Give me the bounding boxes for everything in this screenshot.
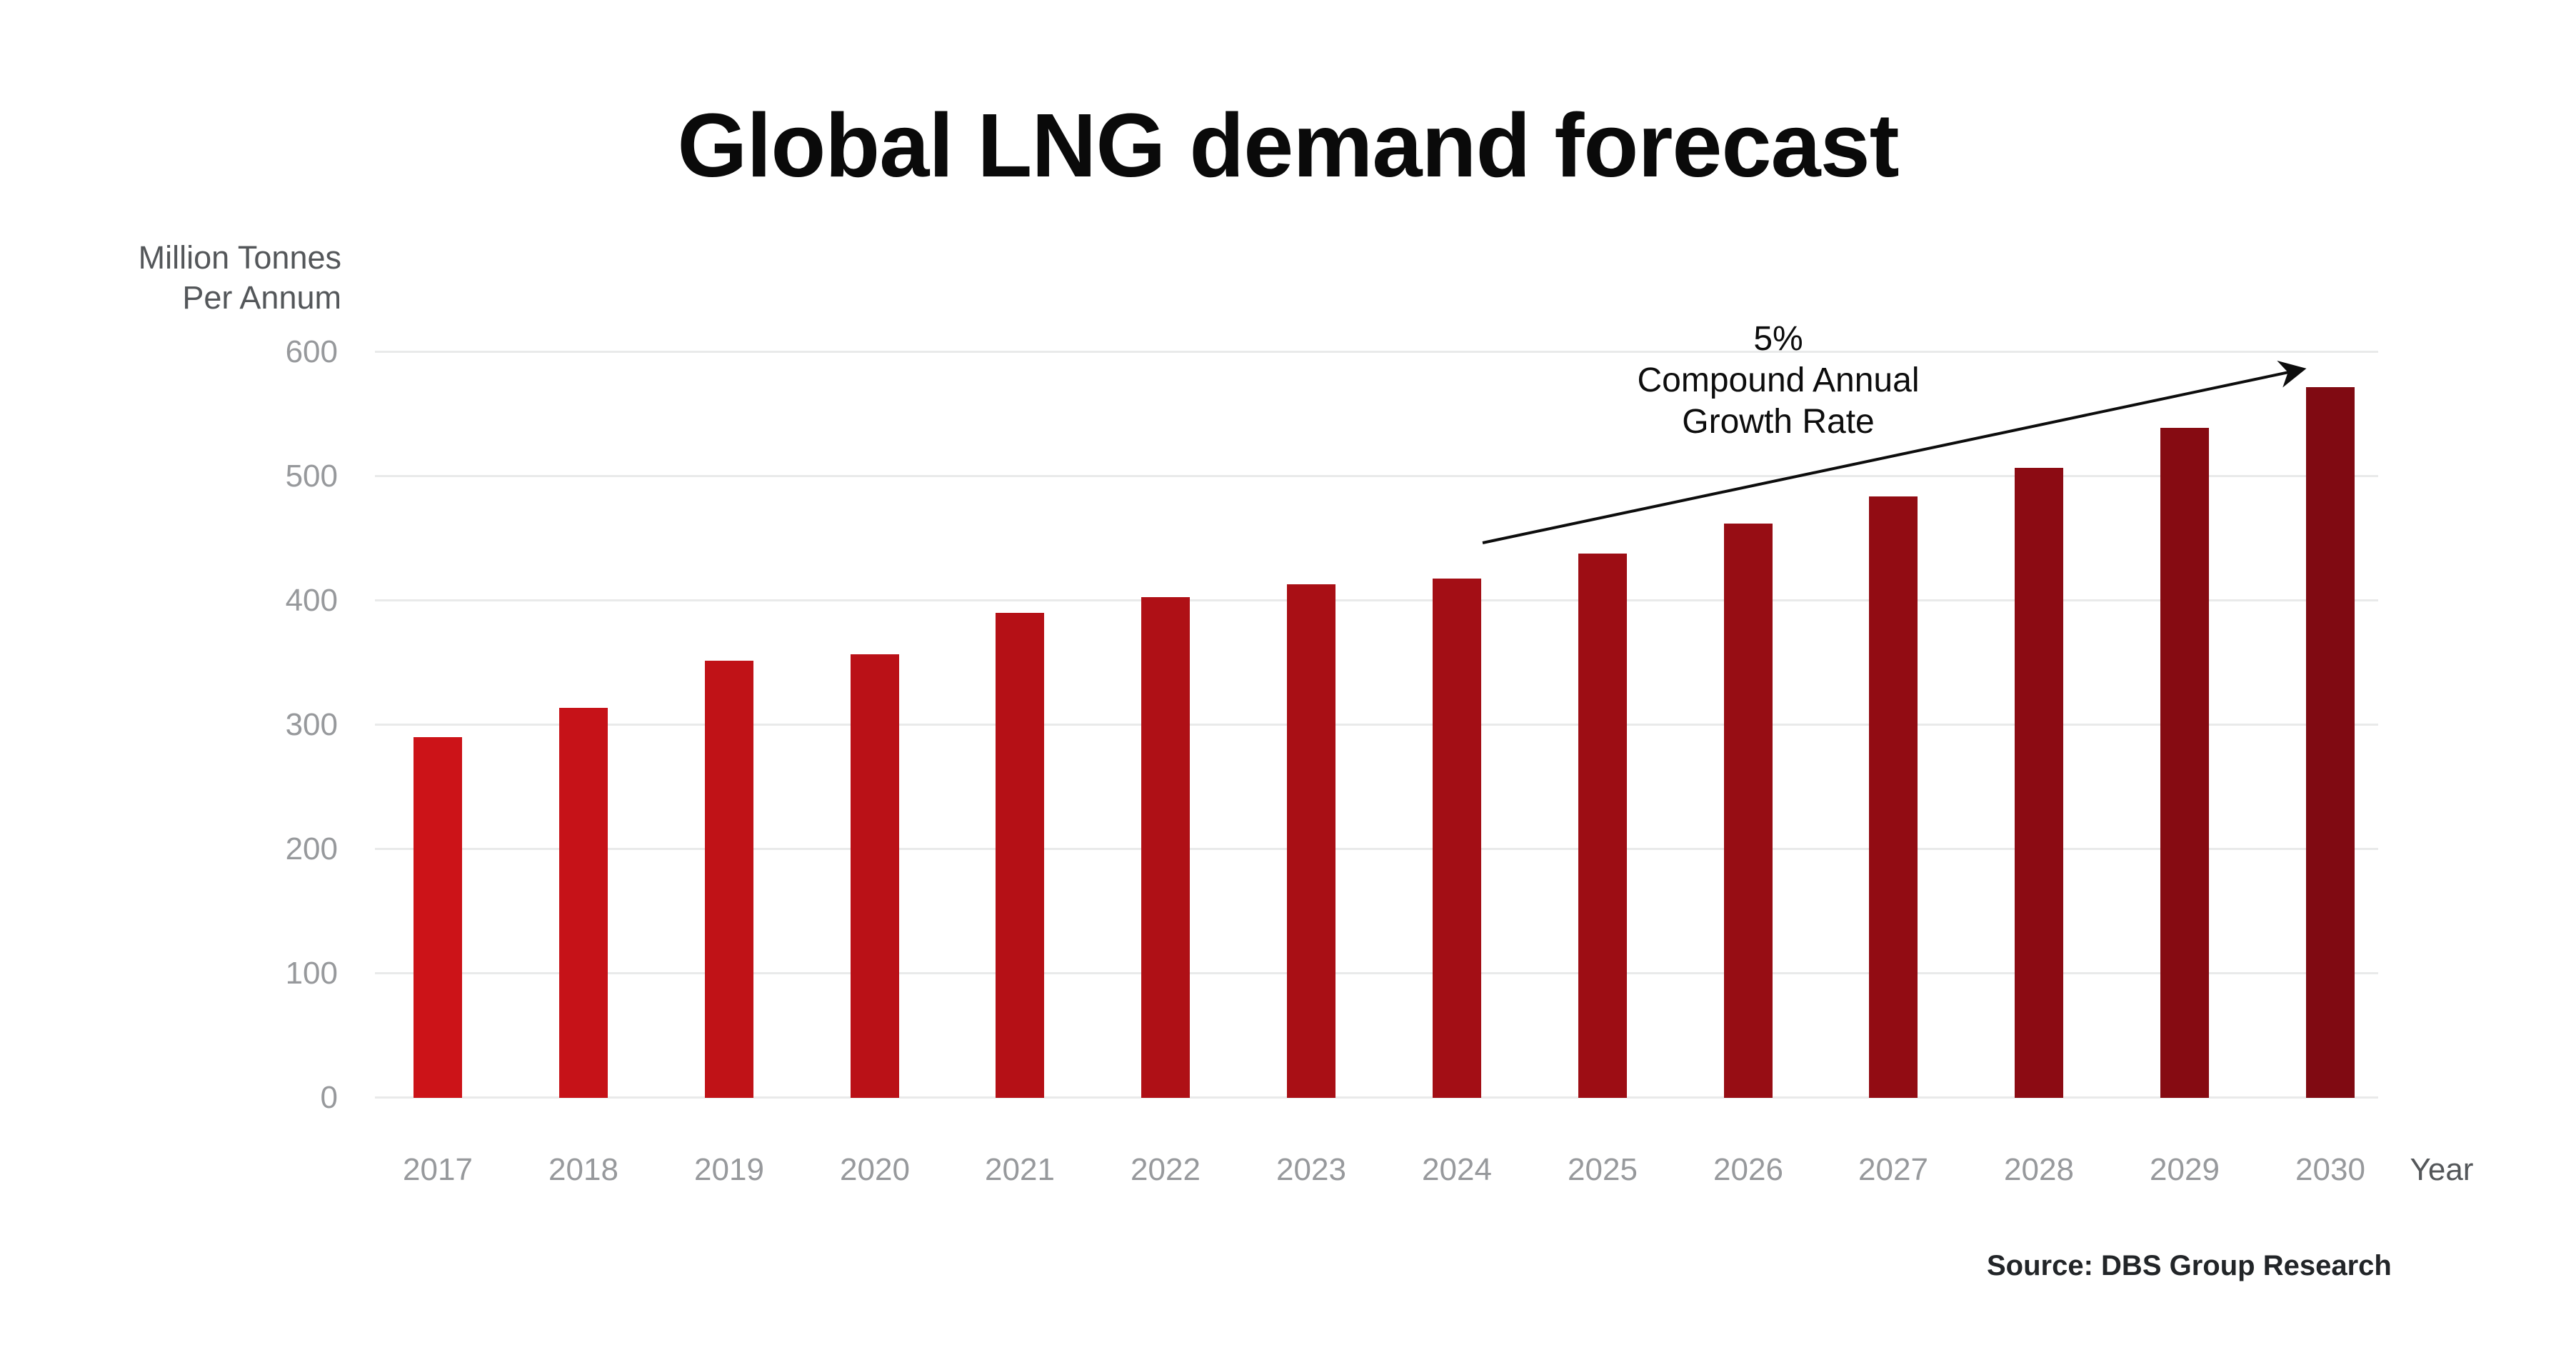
grid-line-200 [375, 848, 2378, 850]
chart-title: Global LNG demand forecast [677, 95, 1899, 196]
x-label-2020: 2020 [840, 1152, 910, 1187]
bar-2020 [851, 654, 899, 1098]
grid-line-100 [375, 972, 2378, 974]
cagr-annotation-line-2: Compound Annual [1637, 361, 1920, 399]
grid-line-600 [375, 351, 2378, 353]
x-label-2030: 2030 [2295, 1152, 2365, 1187]
y-tick-label-200: 200 [285, 831, 338, 866]
x-label-2019: 2019 [694, 1152, 764, 1187]
x-label-2028: 2028 [2004, 1152, 2074, 1187]
bar-2025 [1578, 554, 1627, 1098]
x-label-2018: 2018 [548, 1152, 618, 1187]
cagr-annotation-line-3: Growth Rate [1682, 403, 1875, 441]
source-credit: Source: DBS Group Research [1987, 1250, 2392, 1281]
x-label-2023: 2023 [1276, 1152, 1346, 1187]
y-tick-label-500: 500 [285, 459, 338, 494]
cagr-annotation: 5% Compound Annual Growth Rate [1564, 319, 1993, 443]
bar-2018 [559, 708, 608, 1098]
y-axis-unit-line-1: Million Tonnes [138, 239, 341, 276]
bar-2024 [1433, 579, 1481, 1098]
y-axis-unit-line-2: Per Annum [182, 279, 341, 316]
grid-line-0 [375, 1096, 2378, 1099]
y-tick-label-300: 300 [285, 707, 338, 742]
x-label-2022: 2022 [1131, 1152, 1201, 1187]
bar-2021 [996, 613, 1044, 1098]
x-label-2017: 2017 [403, 1152, 473, 1187]
x-label-2021: 2021 [985, 1152, 1055, 1187]
x-label-2026: 2026 [1713, 1152, 1783, 1187]
y-axis-unit-label: Million Tonnes Per Annum [0, 238, 341, 318]
cagr-annotation-line-1: 5% [1753, 320, 1803, 358]
x-label-2029: 2029 [2150, 1152, 2220, 1187]
bar-2026 [1724, 524, 1773, 1098]
bar-2028 [2015, 468, 2063, 1098]
grid-line-300 [375, 724, 2378, 726]
grid-line-500 [375, 475, 2378, 477]
bar-2029 [2160, 428, 2209, 1098]
x-axis-title: Year [2410, 1152, 2474, 1187]
x-label-2025: 2025 [1568, 1152, 1638, 1187]
bar-2017 [414, 737, 462, 1098]
bar-2023 [1287, 584, 1335, 1098]
grid-line-400 [375, 599, 2378, 601]
x-label-2024: 2024 [1422, 1152, 1492, 1187]
bar-2022 [1141, 597, 1190, 1098]
y-tick-label-400: 400 [285, 583, 338, 618]
y-tick-label-600: 600 [285, 334, 338, 369]
x-label-2027: 2027 [1858, 1152, 1928, 1187]
y-tick-label-100: 100 [285, 956, 338, 991]
bar-2030 [2306, 387, 2355, 1098]
bar-2019 [705, 661, 753, 1098]
y-tick-label-0: 0 [320, 1080, 338, 1115]
bar-2027 [1869, 496, 1918, 1098]
